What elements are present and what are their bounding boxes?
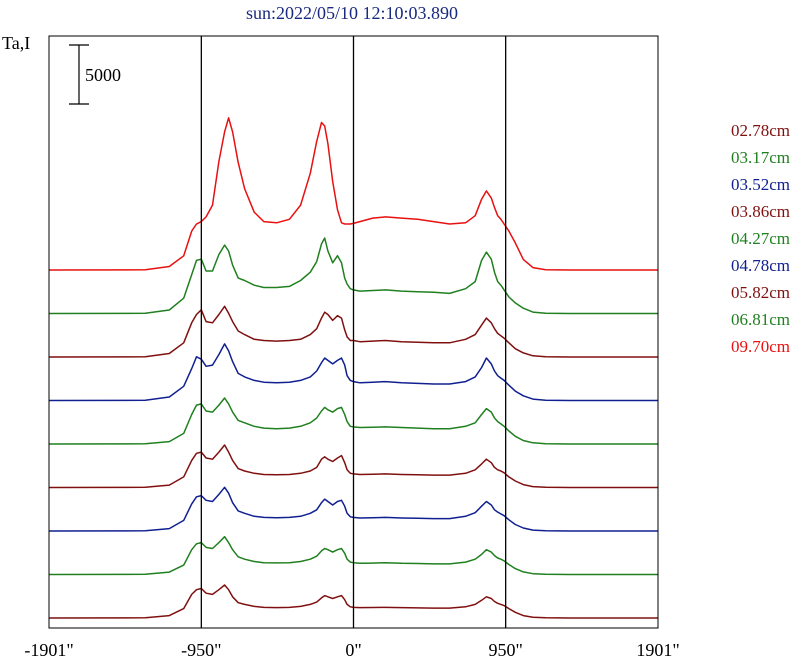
scale-bar-label: 5000	[85, 65, 121, 85]
y-axis-label: Ta,I	[2, 33, 30, 53]
series-line-06.81cm	[48, 237, 658, 315]
legend-entry-03.86cm: 03.86cm	[731, 202, 790, 221]
x-tick-label: -950"	[181, 640, 221, 660]
x-tick-label: 1901"	[636, 640, 679, 660]
x-tick-label: 0"	[345, 640, 361, 660]
series-line-03.52cm	[48, 486, 658, 532]
series-line-04.27cm	[48, 397, 658, 445]
series-line-02.78cm	[48, 584, 658, 619]
legend-entry-04.78cm: 04.78cm	[731, 256, 790, 275]
legend-entry-06.81cm: 06.81cm	[731, 310, 790, 329]
chart-title: sun:2022/05/10 12:10:03.890	[246, 3, 458, 23]
vertical-lines	[200, 36, 507, 628]
legend: 02.78cm 03.17cm 03.52cm 03.86cm 04.27cm 04.78…	[731, 121, 790, 356]
x-tick-labels: -1901" -950" 0" 950" 1901"	[24, 640, 679, 660]
series-line-05.82cm	[48, 305, 658, 358]
legend-entry-02.78cm: 02.78cm	[731, 121, 790, 140]
series-line-03.86cm	[48, 444, 658, 489]
x-tick-label: -1901"	[24, 640, 73, 660]
legend-entry-03.17cm: 03.17cm	[731, 148, 790, 167]
scale-bar: 5000	[69, 44, 121, 105]
legend-entry-05.82cm: 05.82cm	[731, 283, 790, 302]
legend-entry-03.52cm: 03.52cm	[731, 175, 790, 194]
series-layer	[48, 117, 658, 619]
legend-entry-09.70cm: 09.70cm	[731, 337, 790, 356]
series-line-03.17cm	[48, 535, 658, 576]
series-line-04.78cm	[48, 343, 658, 402]
series-line-09.70cm	[48, 117, 658, 271]
legend-entry-04.27cm: 04.27cm	[731, 229, 790, 248]
plot-frame	[48, 35, 659, 629]
x-tick-label: 950"	[488, 640, 522, 660]
